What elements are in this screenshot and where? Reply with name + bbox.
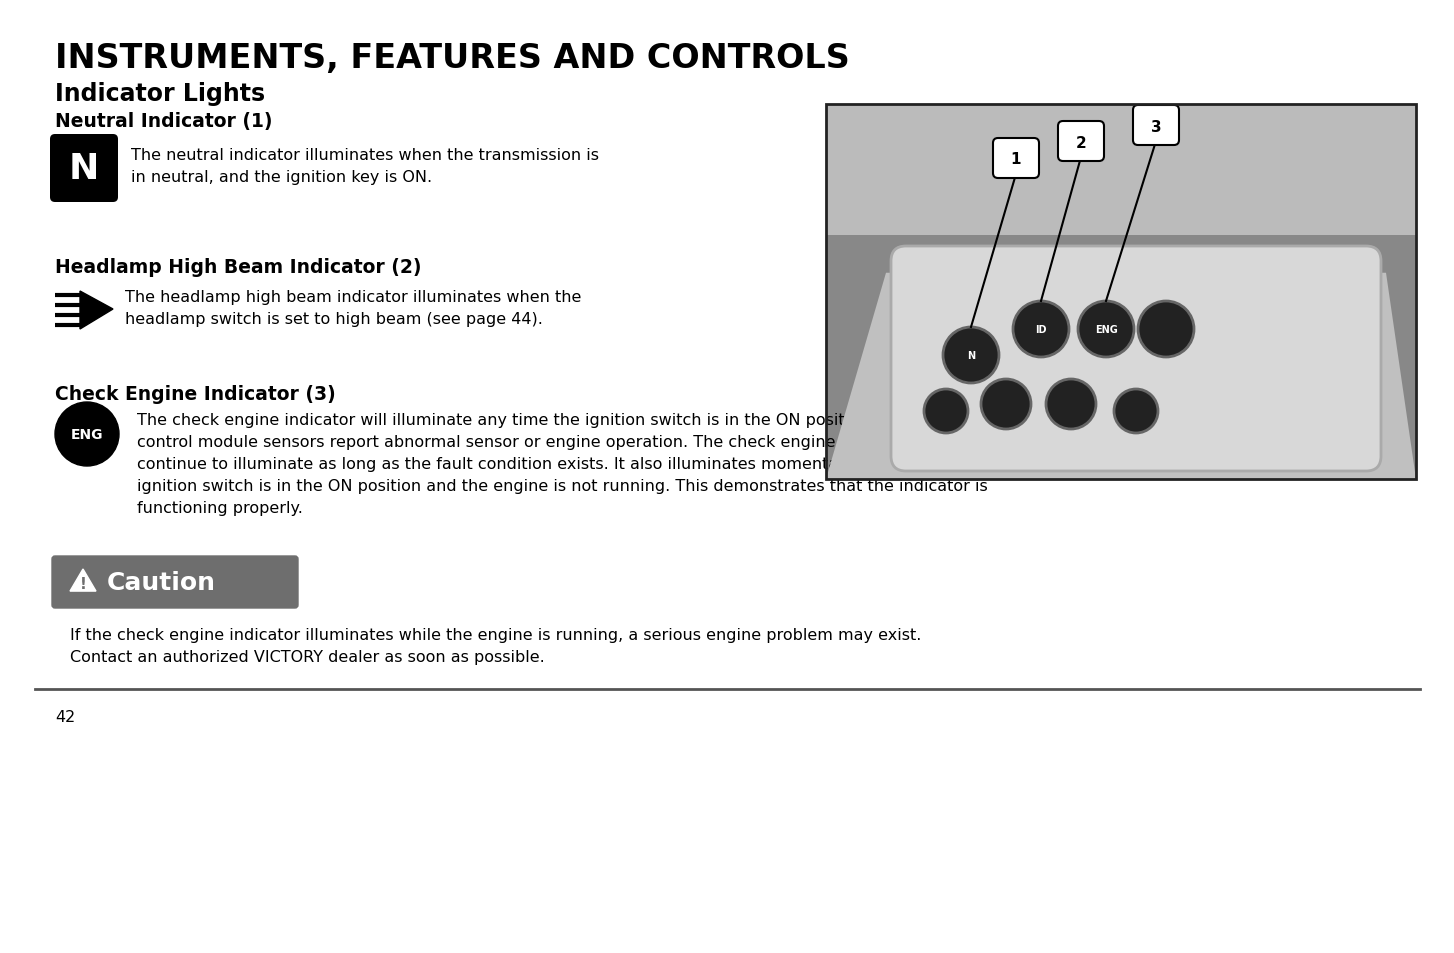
Bar [826, 105, 1416, 236]
Text: N: N [967, 351, 976, 360]
FancyBboxPatch shape [993, 139, 1040, 179]
FancyBboxPatch shape [1133, 106, 1179, 146]
Circle shape [55, 402, 119, 467]
Text: N: N [68, 152, 99, 186]
Circle shape [1013, 302, 1069, 357]
Text: Contact an authorized VICTORY dealer as soon as possible.: Contact an authorized VICTORY dealer as … [70, 649, 545, 664]
FancyBboxPatch shape [891, 247, 1381, 472]
Polygon shape [826, 274, 1416, 479]
Text: functioning properly.: functioning properly. [137, 500, 302, 516]
Bar [826, 105, 1416, 479]
Text: ID: ID [1035, 325, 1047, 335]
FancyBboxPatch shape [49, 135, 118, 203]
Text: Neutral Indicator (1): Neutral Indicator (1) [55, 112, 272, 131]
Text: 3: 3 [1150, 119, 1162, 134]
Text: 1: 1 [1011, 152, 1021, 168]
Text: continue to illuminate as long as the fault condition exists. It also illuminate: continue to illuminate as long as the fa… [137, 456, 944, 472]
Circle shape [981, 379, 1031, 430]
Text: Caution: Caution [108, 571, 217, 595]
Circle shape [923, 390, 968, 434]
Text: If the check engine indicator illuminates while the engine is running, a serious: If the check engine indicator illuminate… [70, 627, 922, 642]
Circle shape [1114, 390, 1157, 434]
Text: The check engine indicator will illuminate any time the ignition switch is in th: The check engine indicator will illumina… [137, 413, 996, 428]
Text: 2: 2 [1076, 135, 1086, 151]
Circle shape [1138, 302, 1194, 357]
Text: The headlamp high beam indicator illuminates when the
headlamp switch is set to : The headlamp high beam indicator illumin… [125, 290, 582, 327]
Text: ignition switch is in the ON position and the engine is not running. This demons: ignition switch is in the ON position an… [137, 478, 987, 494]
Bar [826, 105, 1416, 479]
Text: ENG: ENG [1095, 325, 1117, 335]
Text: INSTRUMENTS, FEATURES AND CONTROLS: INSTRUMENTS, FEATURES AND CONTROLS [55, 42, 849, 75]
Circle shape [1077, 302, 1134, 357]
Text: Headlamp High Beam Indicator (2): Headlamp High Beam Indicator (2) [55, 257, 422, 276]
Text: Indicator Lights: Indicator Lights [55, 82, 265, 106]
FancyBboxPatch shape [1059, 122, 1104, 162]
Bar [826, 236, 1416, 479]
Text: !: ! [80, 577, 86, 592]
Polygon shape [70, 569, 96, 592]
Text: Check Engine Indicator (3): Check Engine Indicator (3) [55, 385, 336, 403]
Text: control module sensors report abnormal sensor or engine operation. The check eng: control module sensors report abnormal s… [137, 435, 944, 450]
Text: 42: 42 [55, 709, 76, 724]
Polygon shape [80, 292, 113, 330]
Circle shape [1045, 379, 1096, 430]
FancyBboxPatch shape [52, 557, 298, 608]
Text: The neutral indicator illuminates when the transmission is
in neutral, and the i: The neutral indicator illuminates when t… [131, 148, 599, 185]
Circle shape [944, 328, 999, 384]
Text: ENG: ENG [71, 428, 103, 441]
